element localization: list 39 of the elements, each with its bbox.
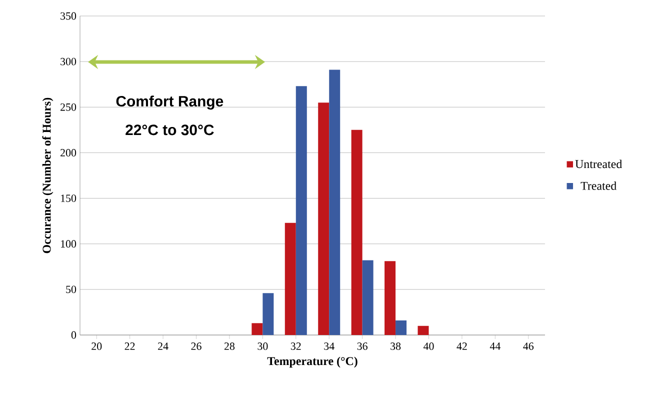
x-tick-label: 42: [456, 342, 467, 350]
y-tick-label: 200: [60, 149, 76, 156]
y-tick-label: 350: [60, 12, 76, 20]
bar: [384, 261, 396, 335]
y-tick-label: 300: [60, 58, 76, 66]
x-tick-label: 34: [324, 342, 334, 350]
y-tick-label: 50: [66, 286, 76, 294]
y-tick-label: 250: [60, 103, 76, 111]
y-tick-label: 0: [71, 331, 76, 339]
bar: [362, 260, 374, 335]
x-tick-label: 40: [423, 342, 434, 350]
x-tick-label: 44: [490, 342, 500, 350]
annotation: Comfort Range: [116, 96, 224, 110]
x-tick-label: 38: [390, 342, 401, 350]
legend-label: Treated: [580, 181, 616, 190]
y-tick-label: 150: [61, 194, 76, 202]
x-tick-label: 30: [258, 342, 268, 350]
y-axis-title: Occurance (Number of Hours): [42, 98, 54, 254]
x-tick-label: 36: [357, 342, 368, 350]
bar: [396, 320, 407, 335]
bar: [252, 323, 263, 335]
bar: [284, 222, 296, 335]
x-tick-label: 20: [92, 342, 102, 350]
x-axis-title: Temperature (°C): [267, 356, 358, 368]
y-tick-label: 100: [61, 240, 76, 248]
bar: [296, 86, 307, 335]
bar: [262, 293, 274, 335]
bar: [351, 130, 362, 335]
legend-label: Untreated: [575, 160, 622, 168]
x-tick-label: 46: [523, 342, 534, 350]
x-tick-label: 26: [191, 342, 202, 350]
x-tick-label: 32: [290, 342, 301, 350]
bar: [329, 70, 340, 335]
x-tick-label: 28: [224, 342, 235, 350]
annotation: 22°C to 30°C: [126, 124, 214, 136]
x-tick-label: 24: [158, 342, 168, 350]
x-tick-label: 22: [124, 342, 135, 350]
bar: [418, 326, 429, 335]
bar: [318, 102, 330, 335]
